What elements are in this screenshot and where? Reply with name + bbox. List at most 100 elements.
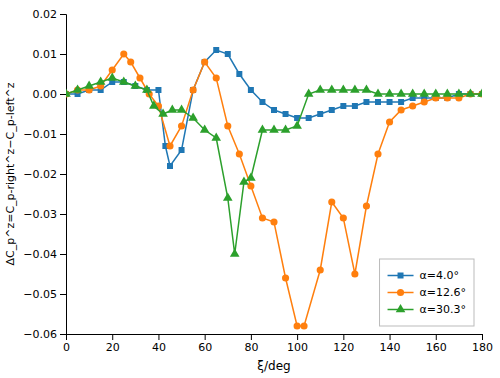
series-point	[340, 103, 346, 109]
y-axis-tick-mark	[60, 214, 66, 215]
x-axis-tick-label: 160	[426, 341, 447, 354]
y-axis-tick-mark	[60, 54, 66, 55]
legend-box	[380, 259, 474, 326]
y-axis-tick: −0.05	[23, 288, 66, 301]
legend-entry: α=4.0°	[388, 269, 459, 282]
x-axis-tick-label: 140	[380, 341, 401, 354]
series-point	[190, 86, 197, 93]
series	[66, 72, 482, 256]
series-point	[236, 71, 242, 77]
series-point	[327, 84, 337, 92]
series-point	[131, 80, 141, 88]
x-axis-tick: 100	[287, 334, 308, 354]
x-axis-tick-mark	[343, 334, 344, 340]
series-point	[248, 87, 254, 93]
x-axis-tick-label: 20	[106, 341, 120, 354]
series-line	[66, 78, 482, 254]
series-point	[340, 214, 347, 221]
legend-label: α=4.0°	[420, 269, 459, 282]
series-point	[202, 59, 208, 65]
y-axis-tick: −0.02	[23, 168, 66, 181]
x-axis-tick-label: 180	[472, 341, 493, 354]
y-axis-tick-mark	[60, 334, 66, 335]
x-axis-tick: 180	[472, 334, 493, 354]
series-point	[408, 88, 418, 96]
series-point	[477, 88, 482, 96]
series-point	[306, 115, 312, 121]
series-point	[421, 98, 428, 105]
series-point	[317, 111, 323, 117]
series-group	[66, 47, 482, 330]
legend-marker	[396, 304, 406, 312]
y-axis-tick: −0.06	[23, 328, 66, 341]
series-point	[213, 47, 219, 53]
series-point	[167, 163, 173, 169]
series-line	[66, 50, 482, 166]
x-axis-tick: 40	[152, 334, 166, 354]
legend-label: α=30.3°	[420, 303, 466, 316]
x-axis-title: ξ/deg	[257, 359, 290, 373]
legend-entry: α=30.3°	[388, 303, 466, 316]
series-point	[188, 112, 198, 120]
y-axis-tick: −0.01	[23, 128, 66, 141]
series-point	[230, 248, 240, 256]
series-point	[385, 88, 395, 96]
series-point	[96, 76, 106, 84]
legend-label: α=12.6°	[420, 286, 466, 299]
y-axis-title: ΔC_p^z=C_p-right^z−C_p-left^z	[4, 82, 17, 265]
series-point	[363, 202, 370, 209]
x-axis-tick: 0	[63, 334, 70, 354]
series-point	[211, 132, 221, 140]
y-axis-tick-label: −0.04	[23, 248, 57, 261]
series-point	[246, 172, 256, 180]
series-point	[419, 88, 429, 96]
series-point	[292, 120, 302, 128]
x-axis-tick-mark	[436, 334, 437, 340]
series-point	[398, 106, 405, 113]
series-point	[363, 99, 369, 105]
series-point	[271, 107, 277, 113]
series-point	[304, 88, 314, 96]
x-axis-tick-mark	[251, 334, 252, 340]
series	[66, 50, 482, 329]
y-axis-tick-label: −0.05	[23, 288, 57, 301]
series-point	[190, 87, 196, 93]
x-axis-tick: 20	[106, 334, 120, 354]
y-axis-tick-label: −0.06	[23, 328, 57, 341]
series-point	[213, 74, 220, 81]
series-point	[362, 84, 372, 92]
x-axis-tick-mark	[390, 334, 391, 340]
series-point	[224, 122, 231, 129]
series-point	[107, 72, 117, 80]
x-axis-tick-mark	[297, 334, 298, 340]
series-point	[84, 80, 94, 88]
x-axis-tick-mark	[482, 334, 483, 340]
y-axis-tick: 0.01	[33, 48, 67, 61]
y-axis-tick-label: 0.02	[33, 8, 58, 21]
series-point	[396, 88, 406, 96]
series-point	[149, 100, 159, 108]
series-point	[158, 108, 168, 116]
y-axis-tick-label: −0.02	[23, 168, 57, 181]
series-point	[259, 214, 266, 221]
series-point	[259, 99, 265, 105]
x-axis-tick-mark	[158, 334, 159, 340]
series	[66, 47, 482, 169]
series-point	[283, 111, 289, 117]
series-point	[236, 150, 243, 157]
series-point	[443, 88, 453, 96]
series-point	[282, 274, 289, 281]
legend: α=4.0° α=12.6° α=30.3°	[380, 259, 474, 326]
y-axis-tick-label: −0.03	[23, 208, 57, 221]
series-point	[142, 84, 152, 92]
legend-entry: α=12.6°	[388, 286, 466, 299]
x-axis-tick-label: 40	[152, 341, 166, 354]
series-point	[350, 84, 360, 92]
x-axis-tick-label: 60	[198, 341, 212, 354]
y-axis-tick-mark	[60, 134, 66, 135]
series-point	[120, 50, 127, 57]
series-point	[223, 192, 233, 200]
series-point	[409, 102, 416, 109]
x-axis-tick: 160	[426, 334, 447, 354]
series-point	[178, 122, 185, 129]
